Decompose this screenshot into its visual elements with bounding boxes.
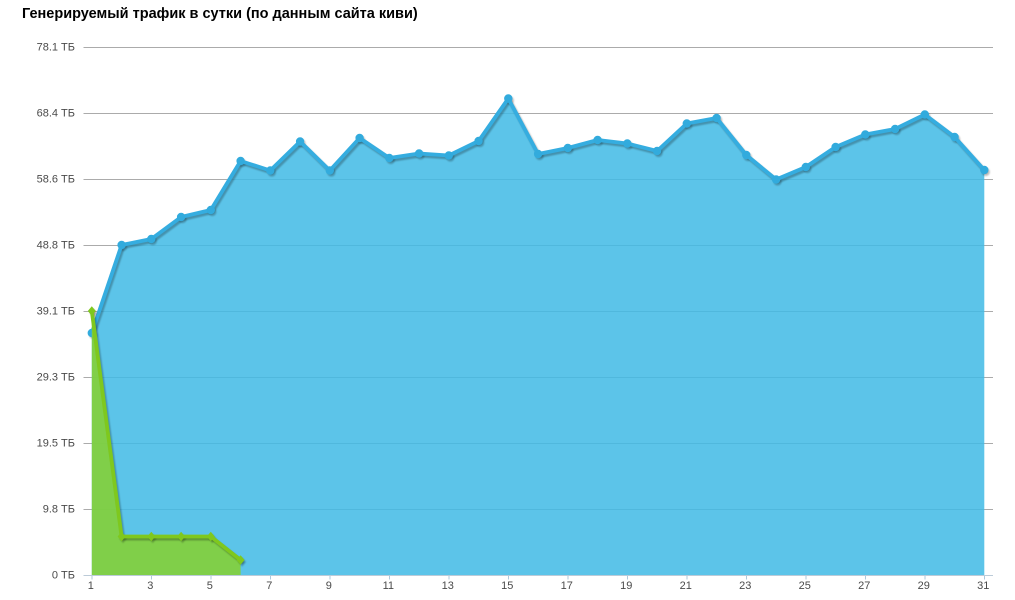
svg-text:25: 25 [799,580,811,592]
svg-text:58.6 ТБ: 58.6 ТБ [37,173,75,185]
svg-text:23: 23 [739,580,751,592]
svg-text:21: 21 [680,580,692,592]
svg-text:39.1 ТБ: 39.1 ТБ [37,305,75,317]
svg-text:15: 15 [501,580,513,592]
svg-text:0 ТБ: 0 ТБ [52,569,75,581]
svg-text:19.5 ТБ: 19.5 ТБ [37,437,75,449]
svg-text:29.3 ТБ: 29.3 ТБ [37,371,75,383]
svg-text:3: 3 [147,580,153,592]
svg-text:13: 13 [442,580,454,592]
svg-text:29: 29 [918,580,930,592]
svg-text:48.8 ТБ: 48.8 ТБ [37,239,75,251]
svg-text:31: 31 [977,580,989,592]
svg-text:11: 11 [383,580,394,592]
svg-text:78.1 ТБ: 78.1 ТБ [37,41,75,53]
svg-text:27: 27 [858,580,870,592]
svg-text:68.4 ТБ: 68.4 ТБ [37,107,75,119]
svg-text:5: 5 [207,580,213,592]
svg-text:1: 1 [88,580,94,592]
svg-text:7: 7 [266,580,272,592]
svg-text:9.8 ТБ: 9.8 ТБ [43,503,75,515]
svg-text:17: 17 [561,580,573,592]
svg-text:19: 19 [620,580,632,592]
svg-text:9: 9 [326,580,332,592]
